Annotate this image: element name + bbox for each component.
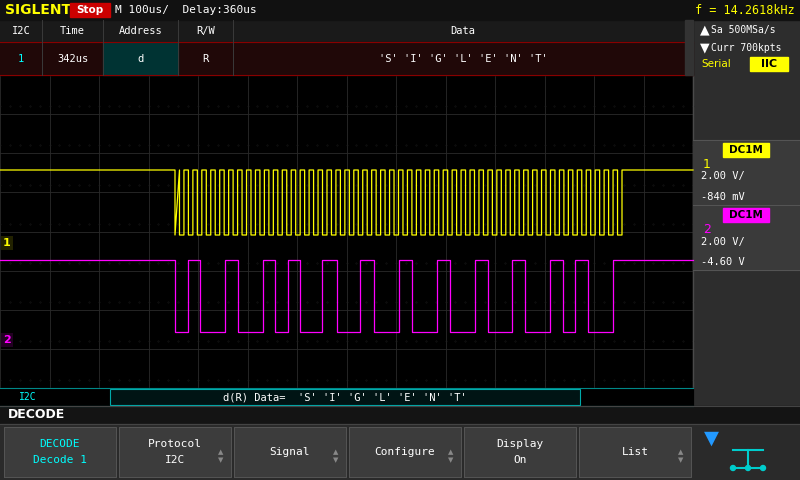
- Text: I2C: I2C: [19, 392, 37, 402]
- Text: DECODE: DECODE: [8, 408, 66, 421]
- Text: ▼: ▼: [700, 41, 710, 55]
- Text: 1: 1: [703, 158, 711, 171]
- Text: ▲: ▲: [678, 449, 684, 455]
- Text: List: List: [622, 447, 649, 457]
- Bar: [4, 427, 116, 477]
- Text: 342us: 342us: [57, 53, 88, 63]
- Text: f = 14.2618kHz: f = 14.2618kHz: [695, 3, 795, 16]
- Text: Time: Time: [60, 26, 85, 36]
- Text: 1: 1: [3, 238, 11, 248]
- Bar: [0, 424, 800, 480]
- Text: IIC: IIC: [761, 59, 777, 69]
- Text: 2: 2: [3, 335, 11, 345]
- Text: Protocol: Protocol: [148, 439, 202, 449]
- Text: DC1M: DC1M: [729, 210, 763, 220]
- Bar: [349, 427, 461, 477]
- Text: 'S' 'I' 'G' 'L' 'E' 'N' 'T': 'S' 'I' 'G' 'L' 'E' 'N' 'T': [378, 53, 547, 63]
- Bar: [0, 20, 693, 42]
- Text: d(R) Data=  'S' 'I' 'G' 'L' 'E' 'N' 'T': d(R) Data= 'S' 'I' 'G' 'L' 'E' 'N' 'T': [223, 392, 467, 402]
- Text: Stop: Stop: [76, 5, 104, 15]
- Bar: [103, 42, 178, 75]
- Circle shape: [746, 466, 750, 470]
- Bar: [70, 3, 110, 17]
- Text: ▼: ▼: [334, 457, 338, 463]
- Text: I2C: I2C: [165, 455, 185, 465]
- Bar: [693, 205, 800, 270]
- Bar: [0, 0, 800, 20]
- Text: R/W: R/W: [196, 26, 215, 36]
- Text: I2C: I2C: [12, 26, 30, 36]
- Text: Data: Data: [450, 26, 475, 36]
- Bar: [0, 388, 693, 406]
- Bar: [723, 143, 769, 157]
- Bar: [110, 389, 580, 405]
- Text: M 100us/  Delay:360us: M 100us/ Delay:360us: [115, 5, 257, 15]
- Text: Decode 1: Decode 1: [33, 455, 87, 465]
- Text: DC1M: DC1M: [729, 145, 763, 155]
- Text: Configure: Configure: [374, 447, 435, 457]
- Text: Serial: Serial: [701, 59, 730, 69]
- Bar: [723, 208, 769, 222]
- Circle shape: [761, 466, 766, 470]
- Bar: [579, 427, 691, 477]
- Text: R: R: [202, 53, 209, 63]
- Text: 2: 2: [703, 223, 711, 236]
- Text: Signal: Signal: [270, 447, 310, 457]
- Text: -840 mV: -840 mV: [701, 192, 745, 202]
- Bar: [119, 427, 231, 477]
- Text: ▼: ▼: [678, 457, 684, 463]
- Text: ▲: ▲: [334, 449, 338, 455]
- Bar: [693, 0, 800, 480]
- Bar: [0, 406, 800, 424]
- Bar: [0, 75, 693, 388]
- Text: ▼: ▼: [448, 457, 454, 463]
- Text: Sa 500MSa/s: Sa 500MSa/s: [711, 25, 776, 35]
- Bar: [464, 427, 576, 477]
- Bar: [685, 20, 693, 75]
- Text: Display: Display: [496, 439, 544, 449]
- Text: ▲: ▲: [218, 449, 224, 455]
- Text: -4.60 V: -4.60 V: [701, 257, 745, 267]
- Bar: [234, 427, 346, 477]
- Text: ▲: ▲: [448, 449, 454, 455]
- Text: 1: 1: [18, 53, 24, 63]
- Circle shape: [730, 466, 735, 470]
- Text: DECODE: DECODE: [40, 439, 80, 449]
- Text: On: On: [514, 455, 526, 465]
- Text: 2.00 V/: 2.00 V/: [701, 171, 745, 181]
- Text: ▼: ▼: [218, 457, 224, 463]
- Text: Curr 700kpts: Curr 700kpts: [711, 43, 782, 53]
- Bar: [0, 42, 693, 75]
- Bar: [750, 57, 788, 71]
- Text: ▼: ▼: [703, 429, 718, 447]
- Bar: [0, 20, 693, 75]
- Text: SIGLENT: SIGLENT: [5, 3, 71, 17]
- Text: 2.00 V/: 2.00 V/: [701, 237, 745, 247]
- Text: d: d: [138, 53, 144, 63]
- Text: Address: Address: [118, 26, 162, 36]
- Text: ▲: ▲: [700, 24, 710, 36]
- Bar: [693, 140, 800, 205]
